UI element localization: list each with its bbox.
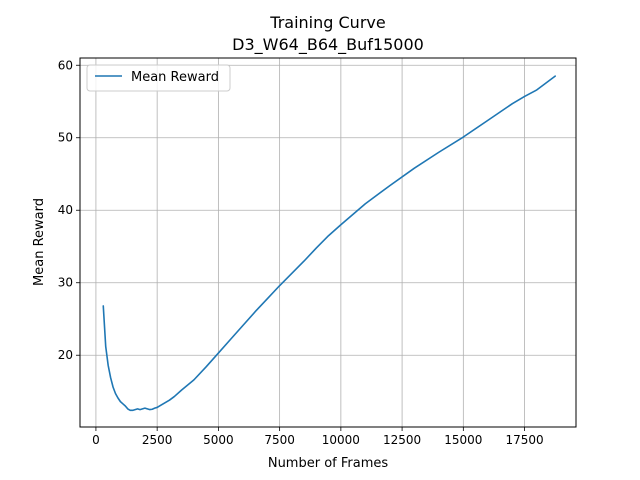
y-tick-label: 50: [58, 131, 73, 145]
x-tick-label: 17500: [505, 433, 543, 447]
y-tick-label: 60: [58, 58, 73, 72]
y-tick-label: 40: [58, 203, 73, 217]
x-axis-title: Number of Frames: [268, 456, 389, 471]
x-tick-label: 0: [92, 433, 100, 447]
legend: Mean Reward: [86, 64, 231, 92]
grid: [80, 58, 576, 427]
x-tick-label: 5000: [203, 433, 234, 447]
y-axis-title: Mean Reward: [32, 198, 47, 286]
series-line-mean-reward: [102, 75, 556, 412]
y-tick-label: 30: [58, 276, 73, 290]
x-tick-label: 15000: [444, 433, 482, 447]
x-tick-label: 12500: [383, 433, 421, 447]
plot-series: [102, 75, 556, 412]
legend-label: Mean Reward: [131, 70, 219, 85]
x-tick-label: 7500: [264, 433, 295, 447]
plot-area-frame: [79, 57, 577, 428]
x-tick-label: 10000: [322, 433, 360, 447]
legend-box: [86, 64, 231, 92]
x-tick-label: 2500: [142, 433, 173, 447]
chart-title: Training Curve: [269, 13, 385, 32]
y-tick-label: 20: [58, 348, 73, 362]
chart-subtitle: D3_W64_B64_Buf15000: [232, 35, 424, 55]
axis-ticks: 0 2500 5000 7500 10000 12500 15000 17500 20 30 40 5…: [58, 58, 544, 447]
